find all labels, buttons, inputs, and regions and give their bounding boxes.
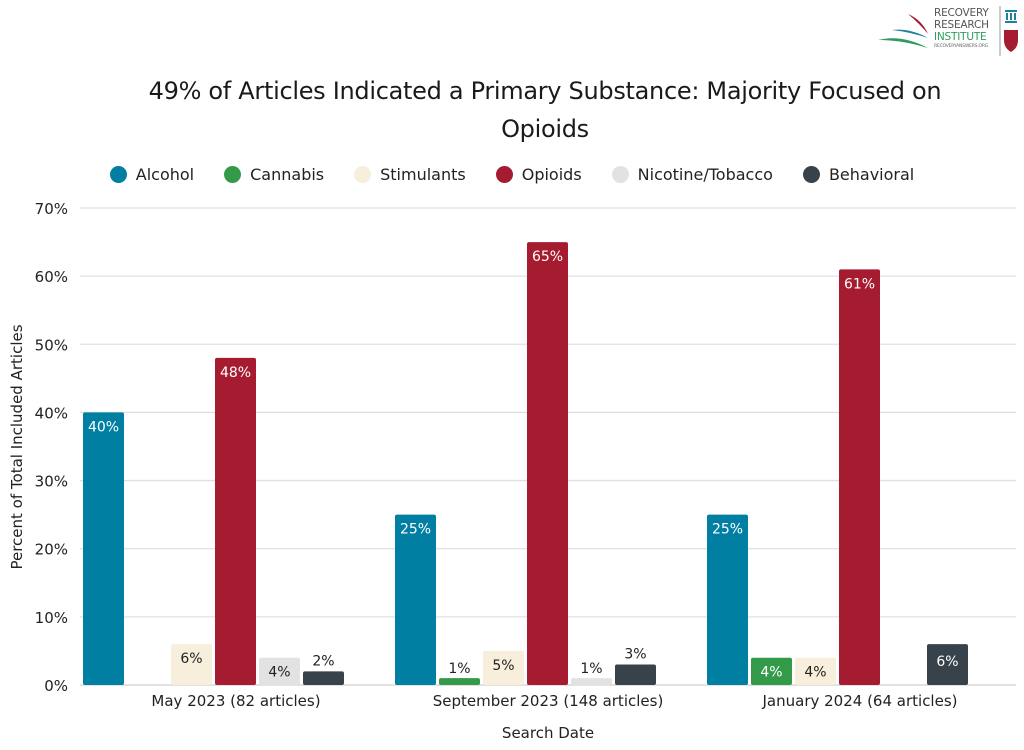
y-tick-label-20: 20% [35,541,68,559]
legend-item-behavioral: Behavioral [802,165,915,184]
bar-behavioral-january-2024 [927,644,968,685]
data-label-alcohol-january-2024: 25% [712,522,743,538]
legend-label-nicotine-tobacco: Nicotine/Tobacco [637,165,773,184]
bar-stimulants-may-2023 [171,644,212,685]
data-label-cannabis-september-2023: 1% [448,661,470,677]
y-axis-label: Percent of Total Included Articles [8,324,26,569]
bar-stimulants-september-2023 [483,650,524,685]
legend-swatch-cannabis [224,166,242,183]
bar-cannabis-september-2023 [439,678,480,685]
data-label-behavioral-january-2024: 6% [936,654,958,670]
logo-text: RECOVERY RESEARCH INSTITUTE RECOVERYANSW… [934,7,989,51]
legend-swatch-behavioral [802,166,820,183]
recovery-research-institute-logo: RECOVERY RESEARCH INSTITUTE RECOVERYANSW… [872,4,1022,64]
bar-behavioral-september-2023 [615,664,656,685]
logo-swoosh-icon [878,14,928,48]
bar-nicotine-tobacco-may-2023 [259,657,300,685]
y-tick-label-70: 70% [35,200,68,218]
logo-url: RECOVERYANSWERS.ORG [934,44,989,49]
legend-label-stimulants: Stimulants [380,165,466,184]
logo-line-1: RECOVERY [934,7,989,19]
data-label-behavioral-may-2023: 2% [312,653,334,669]
y-tick-label-50: 50% [35,336,68,354]
data-label-alcohol-september-2023: 25% [400,522,431,538]
data-label-nicotine-tobacco-september-2023: 1% [580,661,602,677]
data-label-stimulants-may-2023: 6% [180,651,202,667]
chart-title: 49% of Articles Indicated a Primary Subs… [100,72,990,148]
bar-opioids-may-2023 [215,357,256,685]
data-label-stimulants-september-2023: 5% [492,658,514,674]
legend-item-opioids: Opioids [495,165,582,184]
bar-stimulants-january-2024 [795,657,836,685]
legend-item-cannabis: Cannabis [224,165,324,184]
y-tick-label-40: 40% [35,404,68,422]
harvard-shield-icon [999,6,1018,56]
data-label-opioids-may-2023: 48% [220,365,251,381]
data-label-cannabis-january-2024: 4% [760,665,782,681]
legend-swatch-stimulants [354,166,372,183]
legend-item-nicotine-tobacco: Nicotine/Tobacco [611,165,773,184]
legend-swatch-alcohol [109,166,127,183]
x-tick-label-january-2024-64-articles: January 2024 (64 articles) [762,692,958,710]
x-axis-label: Search Date [502,724,594,742]
legend-label-cannabis: Cannabis [250,165,325,184]
bar-nicotine-tobacco-september-2023 [571,678,612,685]
bar-alcohol-may-2023 [83,412,124,685]
legend-label-behavioral: Behavioral [828,165,915,184]
legend-label-opioids: Opioids [521,165,582,184]
y-tick-label-60: 60% [35,268,68,286]
data-label-alcohol-may-2023: 40% [88,419,119,435]
y-tick-label-30: 30% [35,473,68,491]
chart-legend: Alcohol Cannabis Stimulants Opioids Nico… [0,165,1024,184]
logo-line-3: INSTITUTE [934,31,987,43]
x-tick-label-september-2023-148-articles: September 2023 (148 articles) [433,692,664,710]
data-label-nicotine-tobacco-may-2023: 4% [268,665,290,681]
x-tick-label-may-2023-82-articles: May 2023 (82 articles) [151,692,320,710]
data-label-opioids-january-2024: 61% [844,276,875,292]
legend-item-alcohol: Alcohol [109,165,195,184]
y-tick-label-0: 0% [44,677,68,695]
bar-opioids-september-2023 [527,242,568,686]
legend-swatch-opioids [495,166,513,183]
y-tick-label-10: 10% [35,609,68,627]
bar-alcohol-september-2023 [395,514,436,685]
legend-swatch-nicotine-tobacco [611,166,629,183]
data-label-opioids-september-2023: 65% [532,249,563,265]
bar-behavioral-may-2023 [303,671,344,685]
legend-label-alcohol: Alcohol [135,165,195,184]
data-label-behavioral-september-2023: 3% [624,647,646,663]
legend-item-stimulants: Stimulants [354,165,466,184]
chart-title-line-2: Opioids [501,115,589,143]
logo-line-2: RESEARCH [934,19,989,31]
chart-title-line-1: 49% of Articles Indicated a Primary Subs… [148,77,942,105]
bar-cannabis-january-2024 [751,657,792,685]
bar-alcohol-january-2024 [707,514,748,685]
bar-opioids-january-2024 [839,269,880,685]
data-label-stimulants-january-2024: 4% [804,665,826,681]
